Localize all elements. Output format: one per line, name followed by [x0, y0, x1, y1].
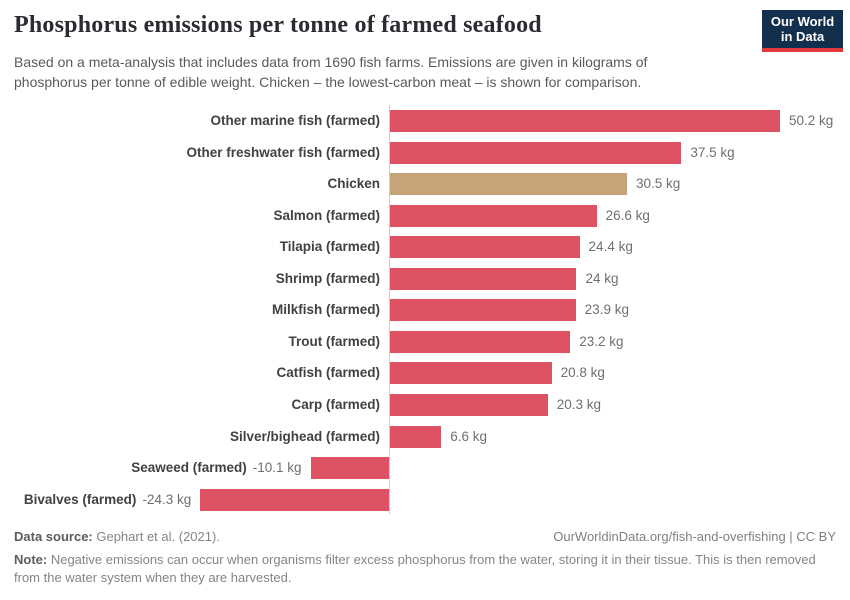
category-label-other-freshwater-fish-farmed: Other freshwater fish (farmed) [186, 144, 380, 160]
category-label-chicken: Chicken [327, 176, 380, 192]
value-label-chicken: 30.5 kg [635, 176, 681, 192]
value-label-tilapia-farmed: 24.4 kg [588, 239, 633, 255]
chart-row-milkfish-farmed: Milkfish (farmed) 23.9 kg [0, 299, 850, 322]
owid-url-link[interactable]: OurWorldinData.org/fish-and-overfishing … [553, 529, 836, 544]
bar-salmon-farmed [390, 204, 597, 227]
value-label-bivalves-farmed: -24.3 kg [142, 491, 192, 507]
category-label-tilapia-farmed: Tilapia (farmed) [279, 239, 380, 255]
bar-trout-farmed [390, 330, 571, 353]
bar-milkfish-farmed [390, 299, 576, 322]
page-title: Phosphorus emissions per tonne of farmed… [14, 12, 542, 38]
category-label-catfish-farmed: Catfish (farmed) [276, 365, 380, 381]
bar-chicken [390, 173, 627, 196]
bar-tilapia-farmed [390, 236, 580, 259]
owid-logo: Our World in Data [762, 10, 843, 52]
owid-logo-line1: Our World [770, 14, 835, 29]
chart-note: Note: Negative emissions can occur when … [14, 551, 836, 587]
chart-row-other-freshwater-fish-farmed: Other freshwater fish (farmed) 37.5 kg [0, 141, 850, 164]
label-group-bivalves-farmed: Bivalves (farmed) -24.3 kg [24, 489, 191, 511]
category-label-salmon-farmed: Salmon (farmed) [273, 207, 380, 223]
chart-row-salmon-farmed: Salmon (farmed) 26.6 kg [0, 204, 850, 227]
value-label-silver-bighead-farmed: 6.6 kg [450, 428, 488, 444]
zero-axis-line [389, 105, 390, 514]
category-label-carp-farmed: Carp (farmed) [291, 396, 380, 412]
value-label-milkfish-farmed: 23.9 kg [584, 302, 629, 318]
category-label-trout-farmed: Trout (farmed) [288, 333, 380, 349]
chart-row-catfish-farmed: Catfish (farmed) 20.8 kg [0, 362, 850, 385]
chart-row-trout-farmed: Trout (farmed) 23.2 kg [0, 330, 850, 353]
value-label-catfish-farmed: 20.8 kg [560, 365, 605, 381]
chart-row-chicken: Chicken 30.5 kg [0, 173, 850, 196]
bar-bivalves-farmed [200, 488, 389, 511]
bar-shrimp-farmed [390, 267, 577, 290]
value-label-shrimp-farmed: 24 kg [585, 270, 619, 286]
value-label-other-freshwater-fish-farmed: 37.5 kg [690, 144, 735, 160]
bar-seaweed-farmed [310, 457, 389, 480]
category-label-milkfish-farmed: Milkfish (farmed) [271, 302, 380, 318]
source-line: Data source: Gephart et al. (2021). OurW… [14, 528, 836, 545]
data-source-text: Data source: Gephart et al. (2021). [14, 528, 220, 545]
value-label-trout-farmed: 23.2 kg [579, 333, 624, 349]
chart-row-shrimp-farmed: Shrimp (farmed) 24 kg [0, 267, 850, 290]
category-label-other-marine-fish-farmed: Other marine fish (farmed) [210, 113, 380, 128]
label-group-seaweed-farmed: Seaweed (farmed) -10.1 kg [131, 457, 301, 479]
bar-carp-farmed [390, 393, 548, 416]
value-label-carp-farmed: 20.3 kg [556, 396, 601, 412]
data-source-label: Data source: [14, 529, 93, 544]
bar-other-marine-fish-farmed [390, 110, 780, 132]
note-value: Negative emissions can occur when organi… [14, 552, 816, 585]
bar-chart: Other marine fish (farmed) 50.2 kg Other f… [0, 105, 850, 515]
chart-row-tilapia-farmed: Tilapia (farmed) 24.4 kg [0, 236, 850, 259]
category-label-seaweed-farmed: Seaweed (farmed) [131, 460, 247, 476]
note-label: Note: [14, 552, 48, 567]
bar-catfish-farmed [390, 362, 552, 385]
value-label-salmon-farmed: 26.6 kg [605, 207, 650, 223]
owid-logo-line2: in Data [780, 29, 825, 44]
chart-row-silver-bighead-farmed: Silver/bighead (farmed) 6.6 kg [0, 425, 850, 448]
bar-silver-bighead-farmed [390, 425, 442, 448]
data-source-value: Gephart et al. (2021). [92, 529, 220, 544]
category-label-silver-bighead-farmed: Silver/bighead (farmed) [229, 428, 380, 444]
chart-row-carp-farmed: Carp (farmed) 20.3 kg [0, 393, 850, 416]
value-label-seaweed-farmed: -10.1 kg [252, 460, 302, 476]
chart-footer: Data source: Gephart et al. (2021). OurW… [14, 528, 836, 587]
chart-subtitle: Based on a meta-analysis that includes d… [14, 54, 648, 90]
value-label-other-marine-fish-farmed: 50.2 kg [789, 113, 834, 128]
category-label-bivalves-farmed: Bivalves (farmed) [23, 491, 137, 507]
chart-row-seaweed-farmed: Seaweed (farmed) -10.1 kg [0, 457, 850, 480]
chart-row-other-marine-fish-farmed: Other marine fish (farmed) 50.2 kg [0, 110, 850, 132]
chart-row-bivalves-farmed: Bivalves (farmed) -24.3 kg [0, 488, 850, 511]
category-label-shrimp-farmed: Shrimp (farmed) [275, 270, 380, 286]
bar-other-freshwater-fish-farmed [390, 141, 682, 164]
